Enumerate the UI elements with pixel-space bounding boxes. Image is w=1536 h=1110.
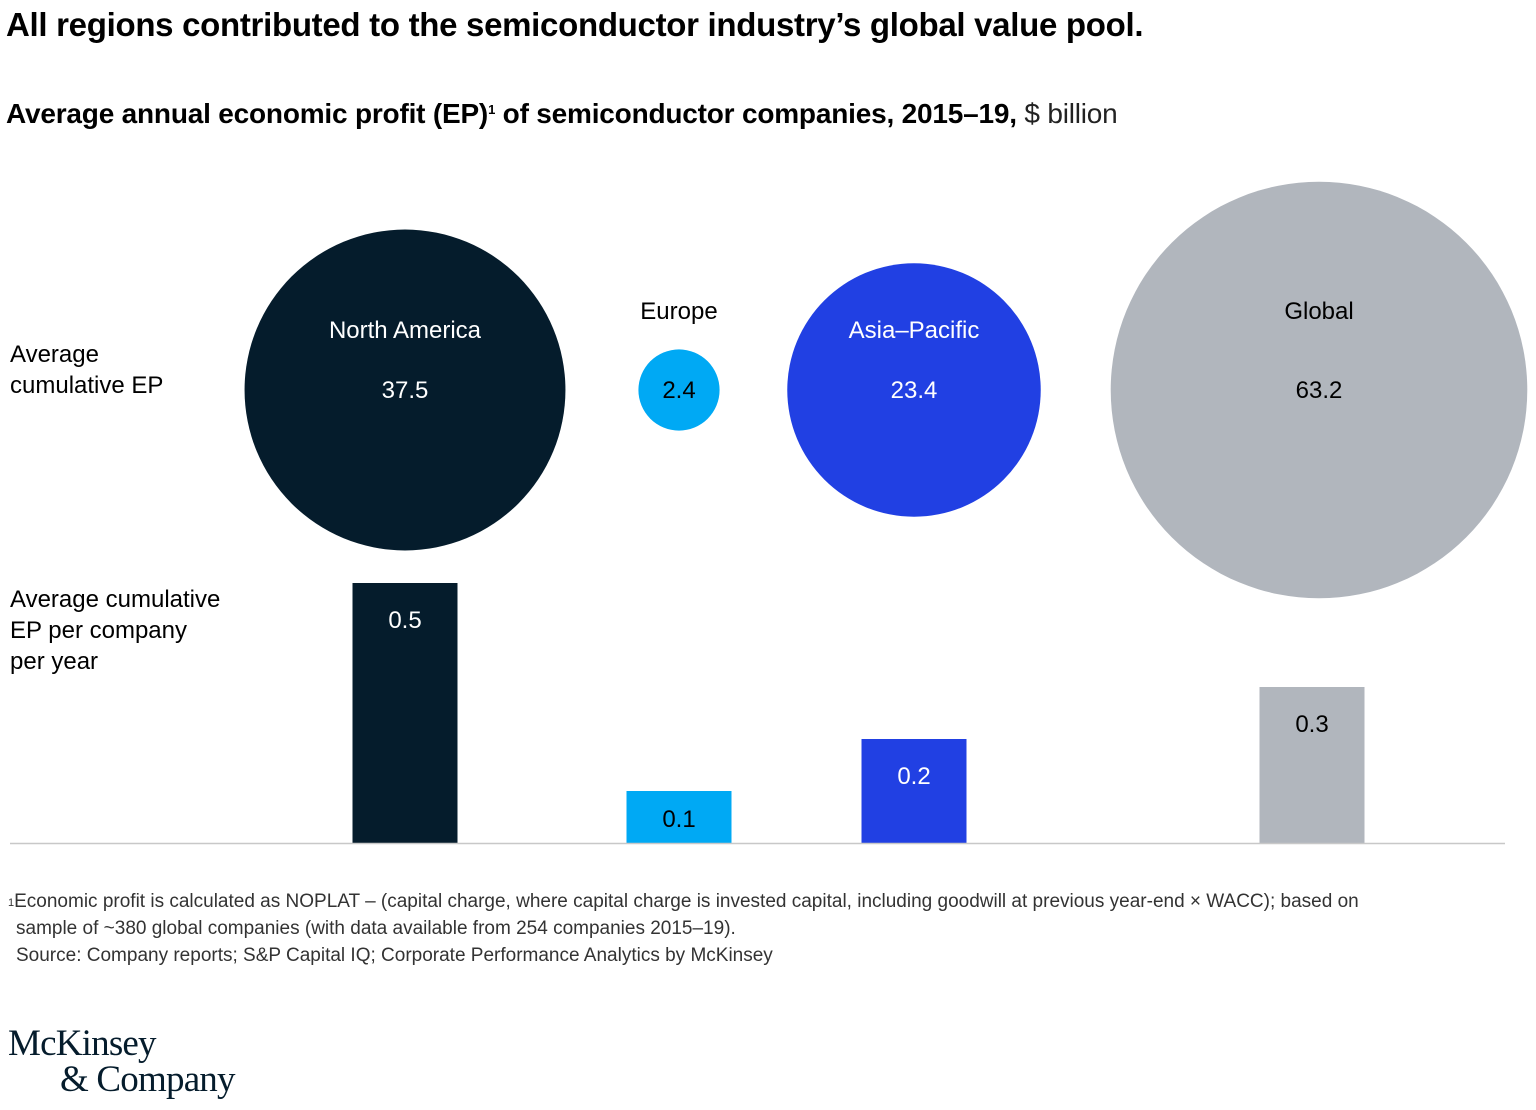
row-label-cumulative-ep: Average cumulative EP <box>10 341 164 399</box>
logo-line1: McKinsey <box>8 1023 157 1064</box>
footnote: 1Economic profit is calculated as NOPLAT… <box>8 888 1533 969</box>
chart-area: North America 37.5 Europe 2.4 Asia–Pacific 23… <box>10 181 1528 845</box>
row-label-ep-per-company: Average cumulative EP per company per ye… <box>10 586 221 675</box>
bubble-global <box>1110 181 1528 599</box>
bar-value-label: 0.2 <box>897 763 930 790</box>
bubble-value-label: 37.5 <box>382 377 429 404</box>
footnote-marker: 1 <box>8 897 15 909</box>
mckinsey-logo: McKinsey & Company <box>8 1023 236 1100</box>
bar-europe <box>626 791 732 843</box>
footnote-text: 1Economic profit is calculated as NOPLAT… <box>8 891 1359 912</box>
bubble-value-label: 2.4 <box>662 377 695 404</box>
subtitle-footnote-marker: 1 <box>488 102 496 117</box>
subtitle-unit: $ billion <box>1016 98 1118 129</box>
bar-value-label: 0.5 <box>388 607 421 634</box>
bar-global <box>1259 687 1365 843</box>
chart-title: All regions contributed to the semicondu… <box>6 6 1144 43</box>
bar-value-label: 0.1 <box>662 806 695 833</box>
bar-asia-pacific <box>861 739 967 843</box>
chart-subtitle: Average annual economic profit (EP)1 of … <box>6 98 1118 130</box>
bubble-europe <box>638 349 720 431</box>
bubble-category-label: Europe <box>640 298 717 325</box>
footnote-line1: Economic profit is calculated as NOPLAT … <box>14 891 1359 912</box>
footnote-line2: sample of ~380 global companies (with da… <box>16 918 736 939</box>
bubble-north-america <box>244 229 566 551</box>
bubble-category-label: Global <box>1284 298 1353 325</box>
logo-line2: & Company <box>60 1059 236 1100</box>
bubble-value-label: 63.2 <box>1296 377 1343 404</box>
bubble-value-label: 23.4 <box>891 377 938 404</box>
bar-north-america <box>352 583 458 843</box>
footnote-source: Source: Company reports; S&P Capital IQ;… <box>16 945 773 966</box>
bar-value-label: 0.3 <box>1295 711 1328 738</box>
bubble-category-label: Asia–Pacific <box>849 317 980 344</box>
subtitle-main: Average annual economic profit (EP) <box>6 98 489 129</box>
bubble-category-label: North America <box>329 317 482 344</box>
bubble-asia-pacific <box>787 263 1041 517</box>
subtitle-rest: of semiconductor companies, 2015–19, <box>495 98 1017 129</box>
